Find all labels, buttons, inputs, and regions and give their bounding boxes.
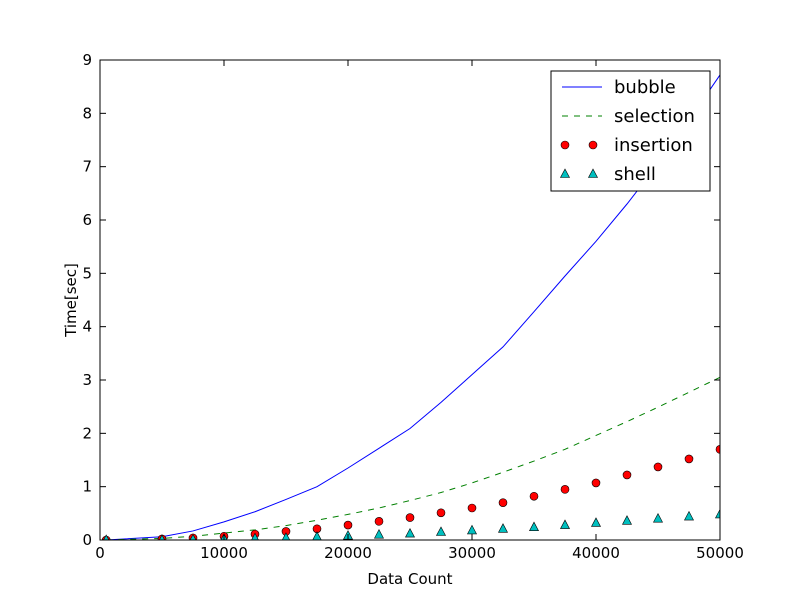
data-point-shell — [560, 519, 570, 529]
y-tick-label: 5 — [82, 264, 92, 282]
x-tick-label: 40000 — [572, 544, 620, 562]
data-point-shell — [312, 531, 322, 540]
data-point-shell — [529, 521, 539, 532]
data-point-shell — [467, 524, 477, 535]
legend-marker-shell — [588, 168, 598, 178]
data-point-shell — [622, 515, 632, 525]
x-tick-label: 30000 — [448, 544, 496, 562]
data-point-shell — [436, 526, 446, 536]
y-tick-label: 7 — [82, 158, 92, 176]
legend-entry-bubble: bubble — [562, 77, 676, 98]
y-tick-label: 3 — [82, 371, 92, 389]
legend-marker-insertion — [560, 140, 570, 150]
y-tick-label: 4 — [82, 318, 92, 336]
data-point-insertion — [653, 462, 663, 472]
legend-entry-insertion: insertion — [560, 135, 693, 156]
data-point-shell — [281, 532, 291, 540]
data-point-insertion — [436, 508, 446, 518]
legend-entry-shell: shell — [560, 164, 656, 185]
y-tick-label: 2 — [82, 424, 92, 442]
data-point-shell — [374, 529, 384, 539]
x-tick-label: 0 — [95, 544, 105, 562]
y-tick-label: 6 — [82, 211, 92, 229]
y-tick-label: 1 — [82, 478, 92, 496]
data-point-shell — [251, 532, 259, 540]
x-tick-label: 10000 — [200, 544, 248, 562]
data-point-shell — [103, 534, 110, 540]
legend-entry-selection: selection — [562, 106, 695, 127]
legend-label-shell: shell — [614, 164, 656, 185]
data-point-insertion — [684, 454, 694, 464]
y-tick-label: 9 — [82, 51, 92, 69]
x-axis-label: Data Count — [367, 570, 452, 588]
series-line-selection — [106, 376, 720, 540]
data-point-insertion — [343, 520, 353, 530]
plot-frame — [99, 59, 721, 541]
series-bubble — [106, 74, 720, 540]
data-point-insertion — [591, 478, 601, 488]
data-point-shell — [405, 527, 415, 538]
y-axis-label: Time[sec] — [62, 263, 80, 338]
legend-marker-insertion — [588, 140, 598, 150]
data-point-shell — [715, 508, 720, 519]
legend-label-insertion: insertion — [614, 135, 693, 156]
data-point-shell — [684, 510, 694, 521]
x-tick-label: 20000 — [324, 544, 372, 562]
data-point-insertion — [529, 491, 539, 501]
data-point-insertion — [560, 485, 570, 494]
legend-marker-shell — [560, 168, 570, 178]
data-point-insertion — [405, 513, 415, 522]
x-tick-label: 50000 — [696, 544, 744, 562]
legend-label-bubble: bubble — [614, 77, 676, 98]
data-point-insertion — [467, 503, 477, 513]
legend-label-selection: selection — [614, 106, 695, 127]
data-point-shell — [653, 513, 663, 523]
y-tick-label: 0 — [82, 531, 92, 549]
data-point-insertion — [622, 470, 632, 480]
series-selection — [106, 376, 720, 540]
data-point-shell — [159, 534, 165, 540]
series-line-bubble — [106, 74, 720, 540]
data-point-shell — [591, 517, 601, 527]
y-tick-label: 8 — [82, 104, 92, 122]
data-point-shell — [189, 533, 197, 540]
data-point-insertion — [374, 517, 384, 526]
legend-box — [550, 70, 711, 192]
data-point-shell — [498, 523, 508, 533]
data-point-insertion — [715, 445, 720, 454]
series-shell — [103, 508, 720, 540]
data-point-insertion — [498, 498, 508, 507]
